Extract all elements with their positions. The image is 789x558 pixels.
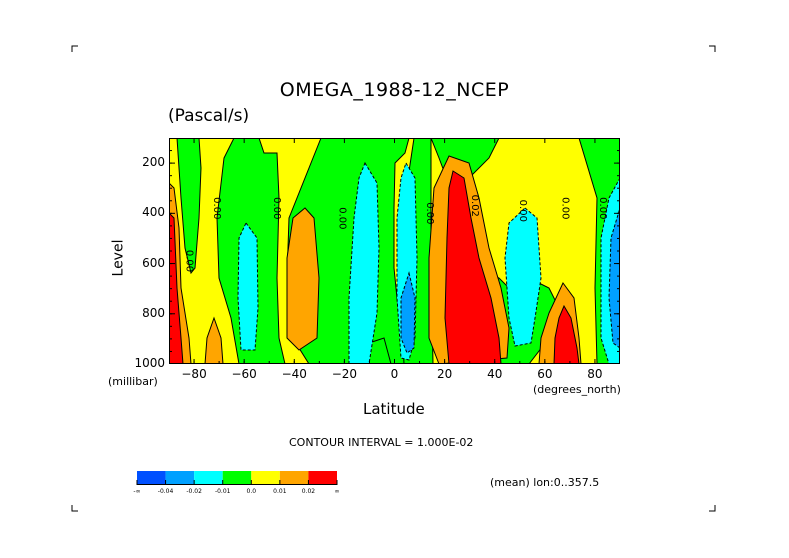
contour-labels: 0.00 0.00 0.00 0.00 0.00 0.02 0.00 0.00 0.00 [184,195,608,273]
corner-mark-top-left [71,45,78,52]
colorbar-swatch [251,471,280,484]
y-tick-label: 800 [142,305,165,320]
contour-label: 0.00 [184,250,195,272]
contour-label: 0.02 [469,195,480,217]
region-cyan [237,222,259,351]
x-tick-label: 80 [587,367,603,381]
chart-units: (Pascal/s) [168,106,250,126]
contour-label: 0.00 [597,197,608,219]
region-red [553,304,580,364]
region-cyan [504,207,542,347]
colorbar-swatch [279,471,309,484]
colorbar-label: 0.01 [273,488,287,495]
contour-label: 0.00 [559,197,570,219]
region-red [169,212,184,364]
y-tick-label: 200 [142,155,165,170]
region-blue [608,207,620,349]
x-tick-label: −20 [331,367,358,381]
colorbar-label: 0.02 [301,488,316,495]
corner-mark-bottom-left [71,505,78,512]
contour-label: 0.00 [336,207,347,229]
contour-label: 0.00 [424,202,435,224]
y-tick-label: 1000 [134,356,165,370]
contour-label: 0.00 [211,197,222,219]
x-tick-label: −80 [181,367,207,381]
contour-interval: CONTOUR INTERVAL = 1.000E-02 [289,436,474,449]
corner-mark-bottom-right [709,505,716,512]
axis-ticks [169,138,620,364]
y-axis-label: Level [110,239,127,277]
colorbar-swatch [165,471,195,484]
colorbar [136,471,338,485]
averaging-note: (mean) lon:0..357.5 [490,476,600,489]
colorbar-swatch [222,471,252,484]
x-tick-label: 60 [537,367,553,381]
contour-label: 0.00 [271,197,282,219]
colorbar-swatch [194,471,223,484]
x-axis-label: Latitude [363,400,425,418]
x-tick-label: 40 [487,367,503,381]
region-cyan [348,161,380,364]
x-tick-label: −40 [281,367,307,381]
y-tick-label: 400 [142,205,165,220]
colorbar-swatch [137,471,166,484]
colorbar-swatch [308,471,337,484]
x-tick-label: 20 [436,367,453,381]
x-axis-units: (degrees_north) [533,383,621,396]
y-tick-label: 600 [142,255,165,270]
region-red [444,170,502,364]
region-orange [204,316,224,364]
colorbar-label: 0.0 [246,488,257,495]
region-blue [400,271,416,354]
colorbar-label: -0.04 [157,488,174,495]
contour-plot: 0.00 0.00 0.00 0.00 0.00 0.02 0.00 0.00 0.00 [169,138,620,364]
colorbar-label: -∞ [133,488,141,495]
region-orange [286,207,320,351]
colorbar-label: -0.02 [186,488,202,495]
region-green [176,138,202,275]
y-axis-units: (millibar) [108,375,158,388]
corner-mark-top-right [709,45,716,52]
chart-title: OMEGA_1988-12_NCEP [279,79,510,101]
colorbar-label: ∞ [334,488,340,495]
contour-label: 0.00 [517,200,528,222]
x-tick-label: 0 [390,367,399,381]
colorbar-label: -0.01 [214,488,231,495]
x-tick-label: −60 [231,367,257,381]
